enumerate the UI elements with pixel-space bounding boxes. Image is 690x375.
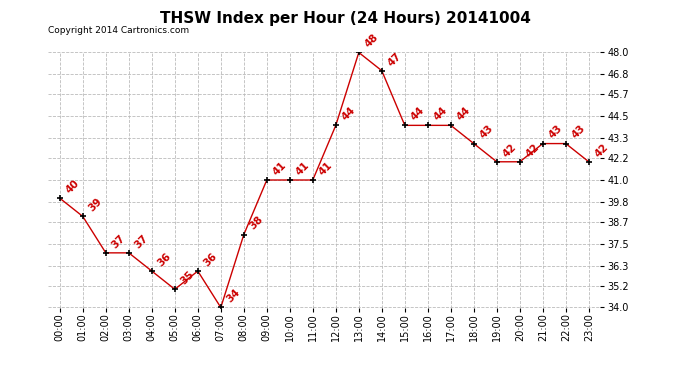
Text: 44: 44: [432, 105, 449, 123]
Text: 42: 42: [524, 142, 542, 159]
Text: THSW Index per Hour (24 Hours) 20141004: THSW Index per Hour (24 Hours) 20141004: [159, 11, 531, 26]
Text: 44: 44: [409, 105, 426, 123]
Text: 37: 37: [133, 232, 150, 250]
Text: 43: 43: [570, 123, 587, 141]
Text: 44: 44: [455, 105, 473, 123]
Text: 44: 44: [340, 105, 357, 123]
Text: 43: 43: [478, 123, 495, 141]
Text: 34: 34: [225, 287, 242, 305]
Text: 38: 38: [248, 214, 265, 232]
Text: THSW  (°F): THSW (°F): [609, 27, 664, 36]
Text: 36: 36: [156, 251, 173, 268]
Text: 42: 42: [593, 142, 611, 159]
Text: 37: 37: [110, 232, 128, 250]
Text: 39: 39: [87, 196, 104, 214]
Text: 41: 41: [294, 160, 311, 177]
Text: 41: 41: [271, 160, 288, 177]
Text: 41: 41: [317, 160, 335, 177]
Text: Copyright 2014 Cartronics.com: Copyright 2014 Cartronics.com: [48, 26, 190, 35]
Text: 47: 47: [386, 50, 404, 68]
Text: 40: 40: [64, 178, 81, 195]
Text: 43: 43: [547, 123, 564, 141]
Text: 48: 48: [363, 32, 380, 50]
Text: 36: 36: [202, 251, 219, 268]
Text: 35: 35: [179, 269, 196, 286]
Text: 42: 42: [501, 142, 518, 159]
